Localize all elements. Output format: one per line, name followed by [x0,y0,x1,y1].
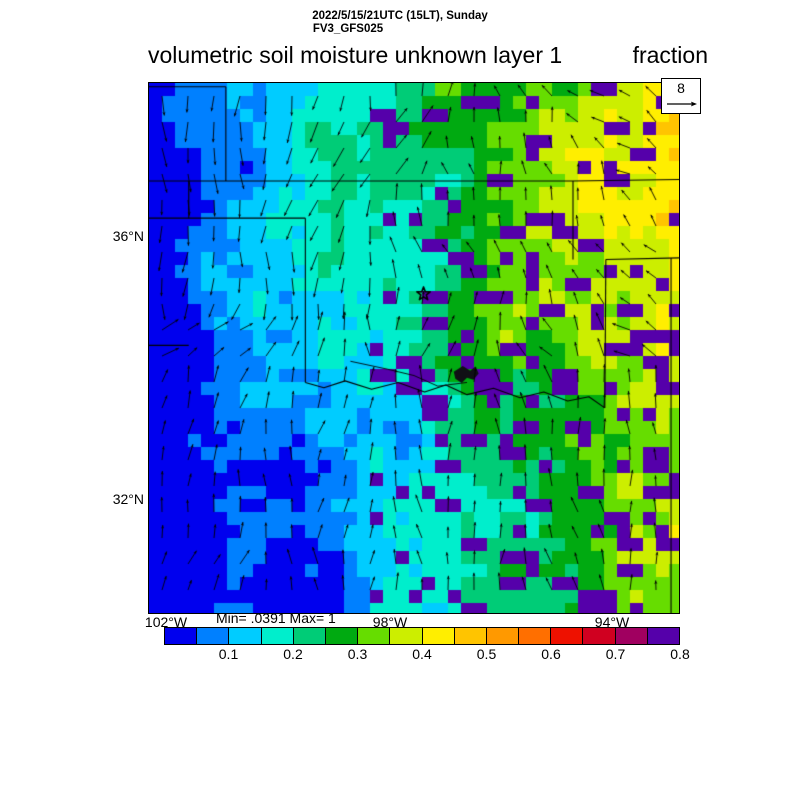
colorbar-segment-2 [229,628,262,644]
colorbar-tick-0.3: 0.3 [347,646,368,662]
colorbar-tick-labels: 0.1 0.2 0.3 0.4 0.5 0.6 0.7 0.8 [164,646,690,666]
colorbar-segment-4 [293,628,326,644]
colorbar-segment-9 [454,628,487,644]
colorbar-segment-15 [647,628,679,644]
colorbar-segment-12 [551,628,584,644]
map-plot-area[interactable] [148,82,680,614]
colorbar-segment-7 [390,628,423,644]
main-title-row: volumetric soil moisture unknown layer 1… [148,42,708,69]
colorbar-tick-0.7: 0.7 [605,646,626,662]
lon-label-98w: 98°W [372,614,408,630]
colorbar-tick-0.6: 0.6 [541,646,561,662]
colorbar-segment-1 [197,628,230,644]
units-label: fraction [632,42,708,68]
model-title: FV3_GFS025 [312,23,384,35]
colorbar-tick-0.8: 0.8 [670,646,690,662]
datetime-title: 2022/5/15/21UTC (15LT), Sunday [312,10,488,22]
colorbar-segment-5 [325,628,359,644]
colorbar-tick-0.5: 0.5 [476,646,497,662]
colorbar-segment-3 [261,628,294,644]
page-title: volumetric soil moisture unknown layer 1 [148,42,563,68]
wind-vector-key-value: 8 [677,80,685,96]
colorbar [164,627,680,645]
colorbar-segment-13 [583,628,616,644]
wind-vector-key: 8 [661,78,701,114]
lat-label-36n: 36°N [112,228,144,244]
soil-moisture-heatmap [149,83,679,613]
colorbar-segment-8 [422,628,455,644]
title-block: 2022/5/15/21UTC (15LT), Sunday FV3_GFS02… [0,10,800,36]
colorbar-tick-0.1: 0.1 [218,646,239,662]
colorbar-segment-10 [486,628,520,644]
wind-vector-arrow-icon [667,101,697,107]
lon-label-102w: 102°W [144,614,188,630]
lon-label-94w: 94°W [594,614,630,630]
colorbar-segment-6 [358,628,391,644]
colorbar-segment-14 [615,628,648,644]
lat-label-32n: 32°N [112,491,144,507]
colorbar-tick-0.2: 0.2 [283,646,303,662]
colorbar-segment-0 [165,628,198,644]
min-max-annotation: Min= .0391 Max= 1 [216,610,336,626]
colorbar-segment-11 [519,628,552,644]
colorbar-tick-0.4: 0.4 [412,646,432,662]
